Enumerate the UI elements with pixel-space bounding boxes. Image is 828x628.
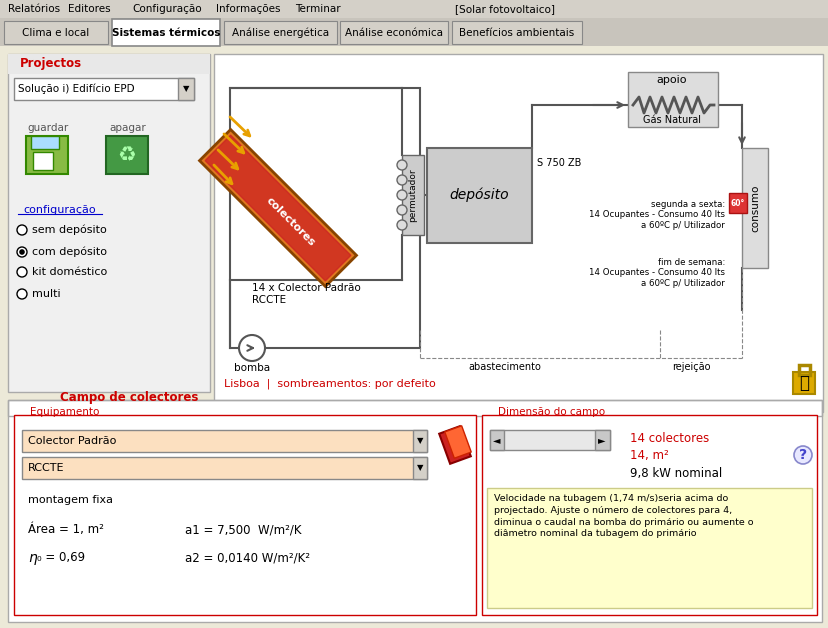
FancyBboxPatch shape <box>106 136 148 174</box>
FancyBboxPatch shape <box>741 148 767 268</box>
Text: Área = 1, m²: Área = 1, m² <box>28 524 104 536</box>
Text: permutador: permutador <box>408 168 417 222</box>
Circle shape <box>397 190 407 200</box>
Text: 9,8 kW nominal: 9,8 kW nominal <box>629 467 721 480</box>
FancyBboxPatch shape <box>14 415 475 615</box>
Text: apagar: apagar <box>109 123 147 133</box>
Text: ▼: ▼ <box>182 85 189 94</box>
FancyBboxPatch shape <box>178 78 194 100</box>
Text: ◄: ◄ <box>493 435 500 445</box>
FancyBboxPatch shape <box>489 430 609 450</box>
Text: Análise energética: Análise energética <box>232 28 329 38</box>
FancyBboxPatch shape <box>412 457 426 479</box>
Circle shape <box>17 267 27 277</box>
FancyBboxPatch shape <box>214 54 822 412</box>
Circle shape <box>19 249 25 255</box>
Text: depósito: depósito <box>449 188 508 202</box>
Text: ►: ► <box>598 435 605 445</box>
Text: ♻: ♻ <box>118 145 137 165</box>
FancyBboxPatch shape <box>224 21 337 44</box>
FancyBboxPatch shape <box>8 54 209 392</box>
Text: RCCTE: RCCTE <box>252 295 286 305</box>
Text: 14 colectores: 14 colectores <box>629 431 709 445</box>
Text: apoio: apoio <box>656 75 686 85</box>
FancyBboxPatch shape <box>0 18 828 46</box>
FancyBboxPatch shape <box>486 488 811 608</box>
Text: segunda a sexta:
14 Ocupantes - Consumo 40 lts
a 60ºC p/ Utilizador: segunda a sexta: 14 Ocupantes - Consumo … <box>588 200 724 230</box>
Text: montagem fixa: montagem fixa <box>28 495 113 505</box>
Text: 14 x Colector Padrão: 14 x Colector Padrão <box>252 283 360 293</box>
FancyBboxPatch shape <box>451 21 581 44</box>
Text: Equipamento: Equipamento <box>30 407 99 417</box>
Text: Campo de colectores: Campo de colectores <box>60 391 198 404</box>
Text: Velocidade na tubagem (1,74 m/s)seria acima do
projectado. Ajuste o número de co: Velocidade na tubagem (1,74 m/s)seria ac… <box>493 494 753 538</box>
Circle shape <box>17 289 27 299</box>
Text: com depósito: com depósito <box>32 247 107 257</box>
FancyBboxPatch shape <box>8 54 209 74</box>
Text: [Solar fotovoltaico]: [Solar fotovoltaico] <box>455 4 554 14</box>
Text: Solução i) Edifício EPD: Solução i) Edifício EPD <box>18 84 134 94</box>
Text: a2 = 0,0140 W/m²/K²: a2 = 0,0140 W/m²/K² <box>185 551 310 565</box>
Text: multi: multi <box>32 289 60 299</box>
Text: colectores: colectores <box>263 195 316 249</box>
FancyBboxPatch shape <box>792 372 814 394</box>
Text: S 750 ZB: S 750 ZB <box>537 158 580 168</box>
FancyBboxPatch shape <box>595 430 609 450</box>
FancyBboxPatch shape <box>112 19 219 46</box>
Text: configuração: configuração <box>24 205 96 215</box>
Circle shape <box>17 247 27 257</box>
Text: kit doméstico: kit doméstico <box>32 267 107 277</box>
Circle shape <box>793 446 811 464</box>
Text: Análise económica: Análise económica <box>344 28 442 38</box>
Circle shape <box>397 160 407 170</box>
Text: ₀ = 0,69: ₀ = 0,69 <box>37 551 85 565</box>
Text: Sistemas térmicos: Sistemas térmicos <box>112 28 220 38</box>
Circle shape <box>397 220 407 230</box>
FancyBboxPatch shape <box>426 148 532 243</box>
Text: Projectos: Projectos <box>20 58 82 70</box>
Text: consumo: consumo <box>749 184 759 232</box>
FancyBboxPatch shape <box>22 430 426 452</box>
FancyBboxPatch shape <box>728 193 746 213</box>
Text: Editores: Editores <box>68 4 110 14</box>
FancyBboxPatch shape <box>26 136 68 174</box>
Polygon shape <box>205 135 350 281</box>
Text: a1 = 7,500  W/m²/K: a1 = 7,500 W/m²/K <box>185 524 301 536</box>
Text: Clima e local: Clima e local <box>22 28 89 38</box>
Text: 14, m²: 14, m² <box>629 450 668 462</box>
Text: Benefícios ambientais: Benefícios ambientais <box>459 28 574 38</box>
FancyBboxPatch shape <box>14 78 194 100</box>
Polygon shape <box>444 426 470 458</box>
FancyBboxPatch shape <box>8 400 821 622</box>
Text: Relatórios: Relatórios <box>8 4 60 14</box>
FancyBboxPatch shape <box>0 46 828 628</box>
FancyBboxPatch shape <box>412 430 426 452</box>
FancyBboxPatch shape <box>489 430 503 450</box>
Text: Informações: Informações <box>216 4 280 14</box>
Text: Lisboa  |  sombreamentos: por defeito: Lisboa | sombreamentos: por defeito <box>224 379 436 389</box>
Text: abastecimento: abastecimento <box>468 362 540 372</box>
Text: guardar: guardar <box>27 123 69 133</box>
FancyBboxPatch shape <box>628 72 717 127</box>
Text: 🔒: 🔒 <box>798 374 808 392</box>
FancyBboxPatch shape <box>33 152 53 170</box>
Text: ▼: ▼ <box>416 463 423 472</box>
FancyBboxPatch shape <box>481 415 816 615</box>
FancyBboxPatch shape <box>22 457 426 479</box>
Polygon shape <box>439 426 470 464</box>
FancyBboxPatch shape <box>31 136 59 149</box>
Text: Colector Padrão: Colector Padrão <box>28 436 116 446</box>
Text: Dimensão do campo: Dimensão do campo <box>498 407 604 417</box>
Text: 60°: 60° <box>730 198 744 207</box>
Circle shape <box>238 335 265 361</box>
Polygon shape <box>200 129 356 286</box>
FancyBboxPatch shape <box>0 0 828 18</box>
FancyBboxPatch shape <box>402 155 423 235</box>
Text: bomba: bomba <box>233 363 270 373</box>
Circle shape <box>17 225 27 235</box>
Text: Terminar: Terminar <box>295 4 340 14</box>
FancyBboxPatch shape <box>339 21 447 44</box>
Text: sem depósito: sem depósito <box>32 225 107 236</box>
Text: RCCTE: RCCTE <box>28 463 65 473</box>
